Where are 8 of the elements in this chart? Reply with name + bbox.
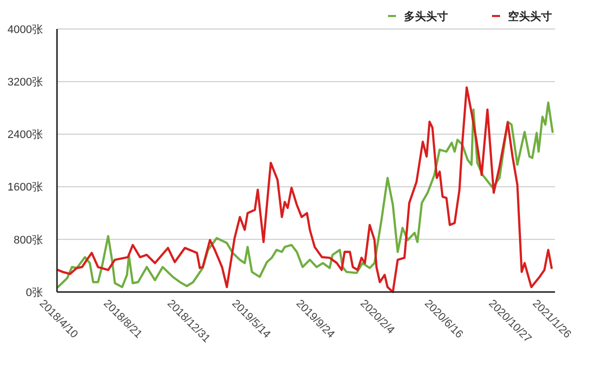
y-tick-label: 0张 bbox=[26, 286, 43, 299]
y-tick-label: 1600张 bbox=[8, 180, 43, 194]
y-tick-label: 3200张 bbox=[8, 75, 43, 88]
legend-label: 空头头寸 bbox=[508, 10, 552, 23]
legend-label: 多头头寸 bbox=[404, 10, 448, 23]
y-tick-label: 4000张 bbox=[8, 22, 43, 36]
y-tick-label: 800张 bbox=[14, 233, 43, 246]
y-tick-label: 2400张 bbox=[8, 128, 43, 142]
